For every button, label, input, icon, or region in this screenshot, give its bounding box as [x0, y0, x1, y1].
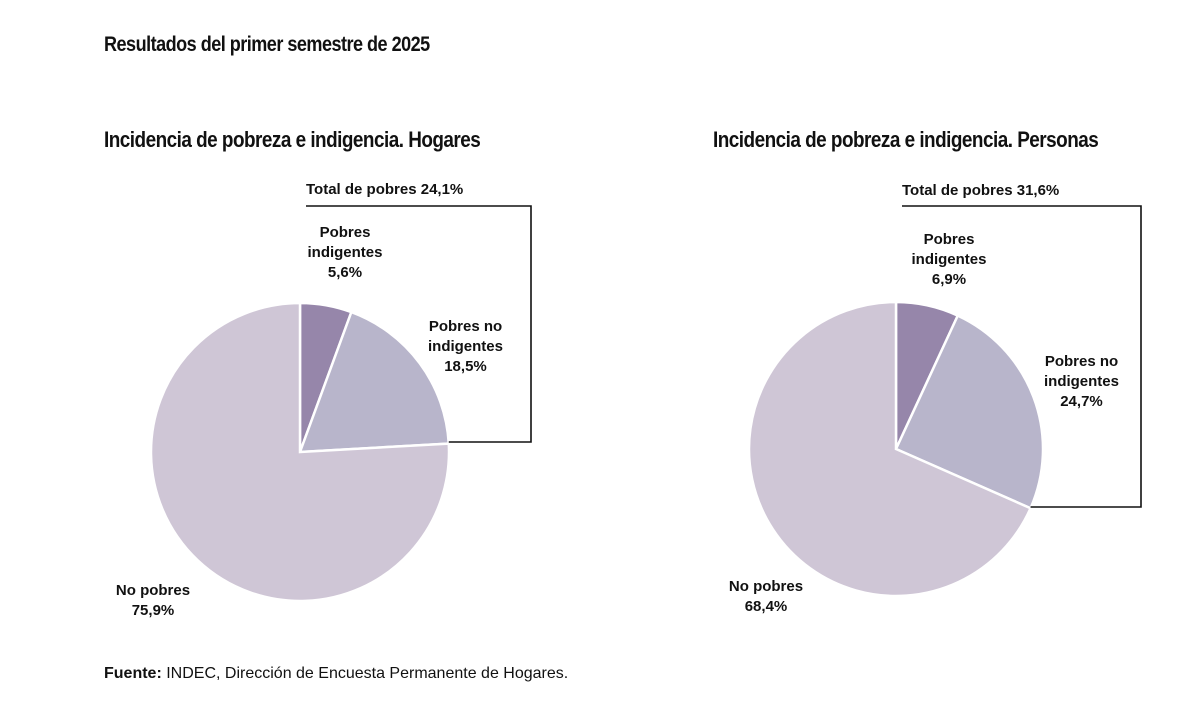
slice-label-indigentes-personas: Pobres indigentes 6,9%	[911, 231, 987, 288]
source-note: Fuente: INDEC, Dirección de Encuesta Per…	[104, 665, 568, 683]
chart-title-hogares: Incidencia de pobreza e indigencia. Hoga…	[104, 127, 481, 152]
total-pobres-bracket-hogares	[306, 205, 532, 443]
page-title: Resultados del primer semestre de 2025	[104, 33, 430, 56]
source-text: INDEC, Dirección de Encuesta Permanente …	[161, 665, 569, 682]
slice-label-no-indigentes-personas: Pobres no indigentes 24,7%	[1043, 353, 1119, 410]
chart-title-personas: Incidencia de pobreza e indigencia. Pers…	[713, 127, 1099, 152]
pie-slice-no-indigentes-personas	[894, 313, 1045, 510]
pie-slice-no-pobres-personas	[747, 300, 1033, 598]
source-label: Fuente:	[104, 665, 162, 682]
slice-label-indigentes-hogares: Pobres indigentes 5,6%	[307, 224, 383, 281]
slice-label-no-indigentes-hogares: Pobres no indigentes 18,5%	[427, 318, 503, 375]
total-pobres-label-personas: Total de pobres 31,6%	[902, 182, 1060, 199]
total-pobres-label-hogares: Total de pobres 24,1%	[306, 181, 464, 198]
total-pobres-bracket-personas	[902, 205, 1142, 508]
pie-slice-no-indigentes-hogares	[298, 310, 451, 454]
slice-label-no-pobres-hogares: No pobres 75,9%	[115, 582, 191, 619]
slice-label-no-pobres-personas: No pobres 68,4%	[728, 578, 804, 615]
pie-slice-no-pobres-hogares	[149, 301, 451, 603]
